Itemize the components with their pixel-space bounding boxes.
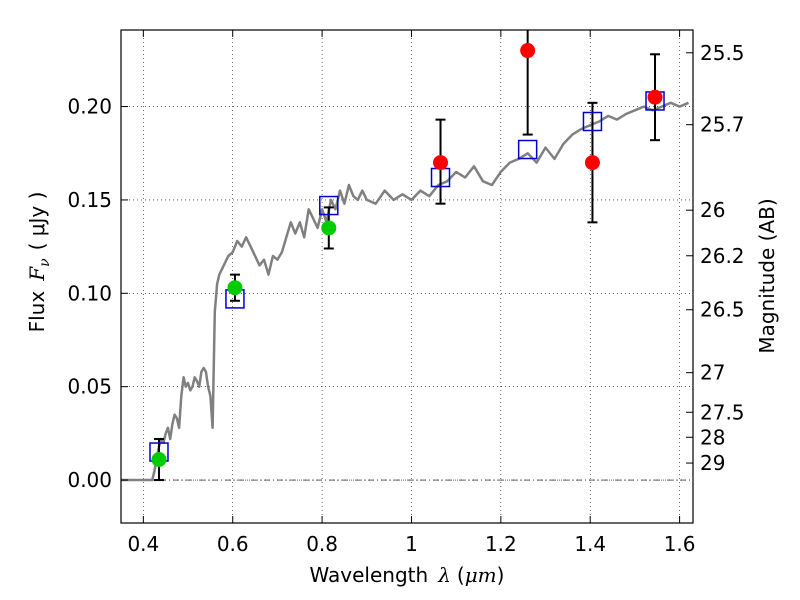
y-tick-label: 0.05 [67, 375, 112, 399]
magnitude-tick-label: 29 [700, 451, 725, 475]
data-point [151, 452, 167, 468]
plot-frame [120, 29, 694, 524]
x-axis-units-close: ) [497, 563, 505, 587]
model-sed-line [121, 101, 689, 482]
x-tick-label: 1.2 [485, 532, 517, 556]
ticks-layer: 0.4 0.6 0.8 1 1.2 1.4 1.6 0.00 0.05 0.10 0.15 0.20 2… [67, 30, 745, 556]
x-axis-title-text: Wavelength [310, 563, 429, 587]
y-tick-label: 0.10 [67, 281, 112, 305]
x-tick-label: 1 [405, 532, 418, 556]
y-tick-label: 0.00 [67, 468, 112, 492]
magnitude-tick-label: 26 [700, 198, 725, 222]
data-point [321, 220, 337, 236]
x-axis-units: μm [465, 563, 497, 587]
model-photometry-square [582, 111, 603, 132]
x-axis-symbol: λ [437, 563, 451, 587]
observed-points-layer [151, 43, 663, 468]
y-axis-units: ( μJy ) [25, 192, 49, 251]
x-axis-units-open: ( [457, 563, 465, 587]
x-tick-label: 0.8 [306, 532, 338, 556]
data-point [520, 43, 536, 59]
grid [121, 30, 693, 523]
data-point [584, 155, 600, 171]
model-photometry-square [319, 195, 339, 216]
x-tick-label: 1.6 [664, 532, 696, 556]
magnitude-axis-title: Magnitude (AB) [755, 198, 779, 353]
y-tick-label: 0.20 [67, 95, 112, 119]
magnitude-tick-label: 27 [700, 361, 725, 385]
data-point [227, 280, 243, 296]
y-axis-title-text: Flux [25, 291, 49, 333]
magnitude-tick-label: 25.7 [700, 113, 745, 137]
model-sed-layer [121, 101, 689, 482]
y-axis-subscript: ν [37, 258, 53, 267]
x-tick-label: 1.4 [574, 532, 606, 556]
data-point [433, 155, 449, 171]
magnitude-tick-label: 25.5 [700, 41, 745, 65]
magnitude-tick-label: 28 [700, 425, 725, 449]
y-tick-label: 0.15 [67, 188, 112, 212]
magnitude-tick-label: 26.5 [700, 298, 745, 322]
model-photometry-square [517, 139, 538, 160]
y-axis-symbol: F [25, 266, 49, 282]
x-tick-label: 0.6 [217, 532, 249, 556]
data-point [647, 89, 663, 105]
y-axis-title: Flux Fν ( μJy ) [25, 192, 53, 333]
x-axis-title: Wavelength λ (μm) [310, 563, 505, 587]
magnitude-tick-label: 27.5 [700, 400, 745, 424]
magnitude-tick-label: 26.2 [700, 244, 745, 268]
x-tick-label: 0.4 [127, 532, 159, 556]
